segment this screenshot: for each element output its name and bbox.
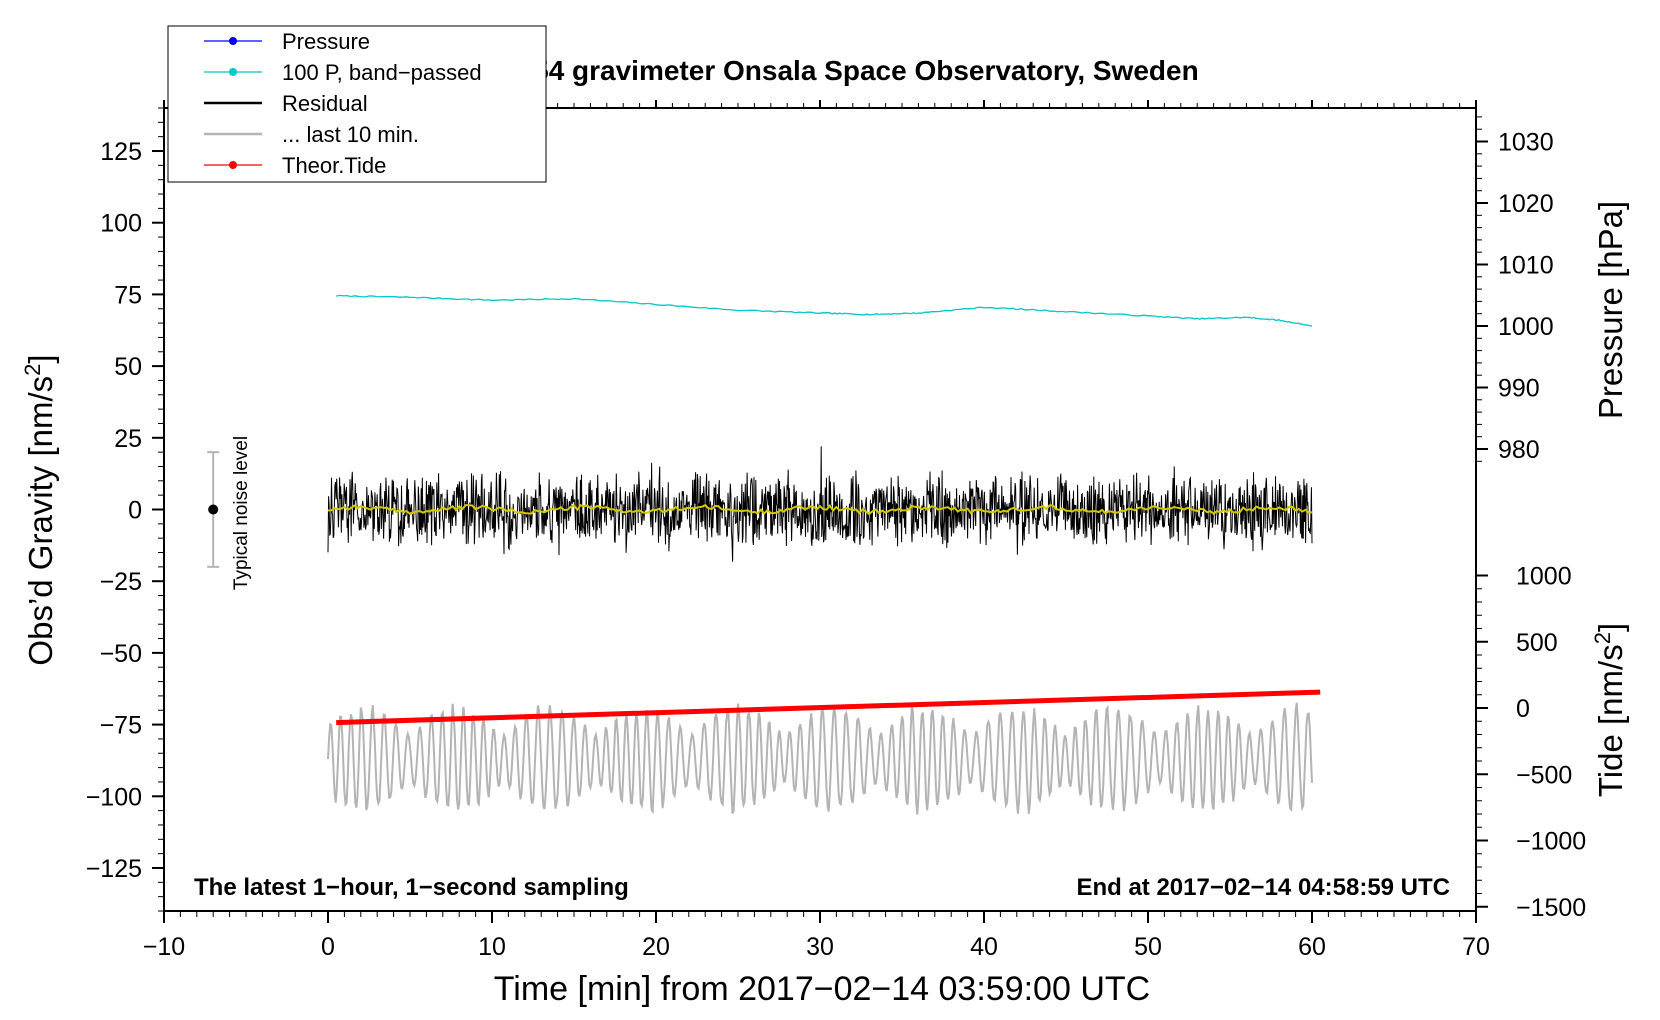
tide-tick-label: 500 xyxy=(1516,629,1558,657)
legend-marker xyxy=(229,68,237,76)
y-tick-label: 100 xyxy=(100,210,142,238)
y-axis-left-label: Obs’d Gravity [nm/s2] xyxy=(20,354,59,665)
tide-tick-label: −1000 xyxy=(1516,828,1586,856)
legend-label: Residual xyxy=(282,91,368,116)
tide-tick-label: 0 xyxy=(1516,695,1530,723)
tide-label-sup: 2 xyxy=(1590,632,1615,644)
x-tick-label: 40 xyxy=(970,933,998,961)
chart-title: SCG_054 gravimeter Onsala Space Observat… xyxy=(441,55,1198,86)
y-tick-label: −125 xyxy=(86,855,142,883)
legend-label: ... last 10 min. xyxy=(282,122,419,147)
tide-tick-label: −1500 xyxy=(1516,894,1586,922)
pressure-tick-label: 1020 xyxy=(1498,190,1554,218)
axes-layer: −10 0 10 20 30 40 50 60 70−125−100−75−50−2502550… xyxy=(86,100,1586,961)
y-tick-label: −100 xyxy=(86,783,142,811)
series-theoretical-tide xyxy=(336,689,1321,726)
y-axis-right-pressure-label: Pressure [hPa] xyxy=(1592,201,1629,419)
noise-label: Typical noise level xyxy=(231,436,252,590)
series-last-10-min xyxy=(327,702,1313,815)
legend-label: 100 P, band−passed xyxy=(282,60,482,85)
legend-label: Theor.Tide xyxy=(282,153,386,178)
x-tick-label: 50 xyxy=(1134,933,1162,961)
pressure-tick-label: 1000 xyxy=(1498,313,1554,341)
footer-right-note: End at 2017−02−14 04:58:59 UTC xyxy=(1076,874,1450,901)
x-tick-label: 10 xyxy=(478,933,506,961)
pressure-tick-label: 990 xyxy=(1498,375,1540,403)
y-axis-left-label-main: Obs’d Gravity [nm/s xyxy=(22,376,59,666)
tide-label-main: Tide [nm/s xyxy=(1592,644,1629,797)
y-tick-label: −25 xyxy=(100,568,142,596)
pressure-tick-label: 1030 xyxy=(1498,129,1554,157)
x-tick-label: 70 xyxy=(1462,933,1490,961)
x-tick-label: 30 xyxy=(806,933,834,961)
y-axis-left-label-sup: 2 xyxy=(20,364,45,376)
pressure-tick-label: 1010 xyxy=(1498,252,1554,280)
legend: Pressure 100 P, band−passed Residual ... la… xyxy=(167,25,547,183)
y-tick-label: 0 xyxy=(128,497,142,525)
y-axis-right-tide-label: Tide [nm/s2] xyxy=(1590,623,1629,797)
x-tick-label: −10 xyxy=(143,933,185,961)
y-tick-label: −75 xyxy=(100,712,142,740)
series-pressure-bandpassed xyxy=(336,294,1312,327)
series-residual-smoothed xyxy=(327,503,1313,516)
y-tick-label: 50 xyxy=(114,353,142,381)
pressure-tick-label: 980 xyxy=(1498,436,1540,464)
tide-label-end: ] xyxy=(1592,623,1629,632)
x-axis-label: Time [min] from 2017−02−14 03:59:00 UTC xyxy=(494,970,1150,1008)
y-tick-label: 75 xyxy=(114,281,142,309)
y-tick-label: 125 xyxy=(100,138,142,166)
series-residual xyxy=(327,446,1313,562)
tide-tick-label: −500 xyxy=(1516,761,1572,789)
x-tick-label: 60 xyxy=(1298,933,1326,961)
y-tick-label: −50 xyxy=(100,640,142,668)
x-tick-label: 0 xyxy=(321,933,335,961)
tide-tick-label: 1000 xyxy=(1516,563,1572,591)
series-layer xyxy=(207,294,1321,815)
footer-left-note: The latest 1−hour, 1−second sampling xyxy=(194,874,629,901)
legend-label: Pressure xyxy=(282,29,370,54)
x-tick-label: 20 xyxy=(642,933,670,961)
y-axis-left-label-end: ] xyxy=(22,354,59,363)
noise-bar-center xyxy=(208,504,219,515)
y-tick-label: 25 xyxy=(114,425,142,453)
legend-marker xyxy=(229,161,237,169)
legend-marker xyxy=(229,37,237,45)
